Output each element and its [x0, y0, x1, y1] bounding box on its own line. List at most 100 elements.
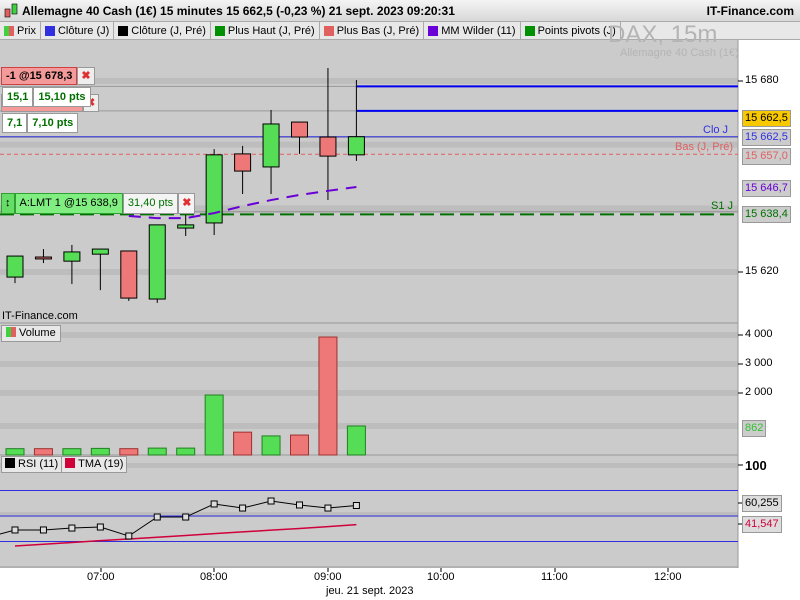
- legend-item[interactable]: Points pivots (J): [521, 22, 621, 40]
- candle-up: [177, 224, 195, 229]
- volume-bar: [318, 336, 338, 456]
- sell-order-row: -1 @15 678,3 ✖: [1, 67, 95, 85]
- candle-down: [120, 250, 138, 299]
- price-tick: 15 620: [745, 265, 779, 277]
- grid-band: [0, 332, 738, 338]
- volume-bar: [5, 448, 25, 456]
- grid-band: [0, 361, 738, 367]
- order-distance-short: 15,1: [2, 87, 34, 107]
- time-tick: 12:00: [654, 571, 682, 583]
- watermark-name: Allemagne 40 Cash (1€): [620, 47, 739, 59]
- limit-order-row: ↕ A:LMT 1 @15 638,9 31,40 pts ✖: [1, 193, 196, 214]
- legend-item[interactable]: Plus Bas (J, Pré): [320, 22, 425, 40]
- candle-down: [34, 256, 52, 260]
- cancel-limit-order-icon[interactable]: ✖: [178, 193, 196, 214]
- volume-bar: [204, 394, 224, 456]
- legend-item[interactable]: Clôture (J, Pré): [114, 22, 211, 40]
- legend-label: Clôture (J): [57, 25, 110, 37]
- title-bar: Allemagne 40 Cash (1€) 15 minutes 15 662…: [0, 0, 800, 22]
- rsi-point: [296, 501, 303, 509]
- candle-up: [262, 123, 280, 168]
- grid-band: [0, 268, 738, 275]
- watermark-source: IT-Finance.com: [2, 310, 78, 322]
- legend-item[interactable]: MM Wilder (11): [424, 22, 521, 40]
- rsi-tick: 100: [745, 458, 767, 473]
- grid-band: [0, 390, 738, 396]
- candle-up: [91, 248, 109, 255]
- rsi-point: [182, 513, 190, 521]
- window-title: Allemagne 40 Cash (1€) 15 minutes 15 662…: [22, 4, 455, 18]
- rsi-point: [267, 497, 275, 505]
- limit-order-tag[interactable]: A:LMT 1 @15 638,9: [14, 193, 123, 214]
- rsi-point: [324, 504, 332, 512]
- volume-label: Volume: [19, 327, 56, 339]
- volume-swatch: [6, 327, 16, 337]
- rsi-line: [0, 500, 357, 537]
- s1-label: S1 J: [711, 200, 734, 212]
- sell-order-tag[interactable]: -1 @15 678,3: [1, 67, 78, 85]
- candle-down: [234, 153, 252, 172]
- last-price-label: 15 662,5: [742, 110, 791, 127]
- legend-swatch: [428, 26, 439, 36]
- bas-pre-label: Bas (J, Pré): [675, 141, 734, 153]
- wilder-value: 15 646,7: [742, 180, 791, 197]
- rsi-point: [210, 500, 218, 508]
- volume-legend: Volume: [1, 325, 61, 342]
- cancel-sell-order-icon[interactable]: ✖: [77, 67, 95, 85]
- order-distance: 15,10 pts: [33, 87, 91, 107]
- candle-up: [63, 251, 81, 262]
- order-distance-2: 7,10 pts: [27, 113, 79, 133]
- legend-swatch: [118, 26, 129, 36]
- volume-bar: [346, 425, 366, 456]
- grid-band: [0, 141, 738, 148]
- order-distance-short-2: 7,1: [2, 113, 28, 133]
- legend-item[interactable]: Prix: [0, 22, 41, 40]
- legend-label: Prix: [17, 25, 36, 37]
- rsi-point: [11, 526, 19, 534]
- rsi-last-label: 60,255: [742, 495, 782, 512]
- grid-band: [0, 512, 738, 517]
- legend-label: Plus Bas (J, Pré): [336, 25, 420, 37]
- legend-label: Points pivots (J): [537, 25, 616, 37]
- rsi-label: RSI (11): [18, 458, 59, 470]
- rsi-legend-item: RSI (11): [2, 457, 63, 472]
- price-tick: 15 680: [745, 74, 779, 86]
- volume-bar: [119, 448, 139, 456]
- legend-item[interactable]: Clôture (J): [41, 22, 115, 40]
- grid-band: [0, 205, 738, 212]
- grid-band: [0, 463, 738, 468]
- legend-label: Plus Haut (J, Pré): [227, 25, 315, 37]
- legend-label: MM Wilder (11): [441, 25, 516, 37]
- legend-swatch: [524, 26, 535, 36]
- time-tick: 07:00: [87, 571, 115, 583]
- tma-swatch: [65, 458, 76, 468]
- limit-order-distance: 31,40 pts: [122, 193, 179, 214]
- volume-bar: [290, 434, 309, 456]
- time-tick: 11:00: [541, 571, 568, 583]
- candle-up: [6, 255, 24, 278]
- grid-band: [0, 78, 738, 84]
- order-distance-row: 15,1 15,10 pts: [2, 87, 91, 107]
- rsi-point: [153, 513, 161, 521]
- candle-down: [319, 136, 337, 157]
- volume-last-label: 862: [742, 420, 767, 437]
- legend-swatch: [4, 26, 14, 36]
- s1-value: 15 638,4: [742, 206, 791, 223]
- volume-tick: 3 000: [745, 357, 773, 369]
- legend-item[interactable]: Plus Haut (J, Pré): [211, 22, 320, 40]
- candle-up: [148, 224, 166, 300]
- legend-swatch: [44, 26, 55, 36]
- volume-bar: [233, 431, 253, 456]
- drag-order-handle-icon[interactable]: ↕: [1, 193, 15, 214]
- time-tick: 09:00: [314, 571, 342, 583]
- candle-down: [291, 121, 308, 138]
- rsi-point: [125, 532, 133, 540]
- tma-legend-item: TMA (19): [62, 457, 126, 472]
- candle-up: [205, 154, 223, 224]
- volume-bar: [261, 435, 281, 456]
- rsi-swatch: [5, 458, 15, 468]
- plot-background: [0, 40, 738, 568]
- brand: IT-Finance.com: [706, 4, 794, 18]
- rsi-point: [39, 526, 47, 534]
